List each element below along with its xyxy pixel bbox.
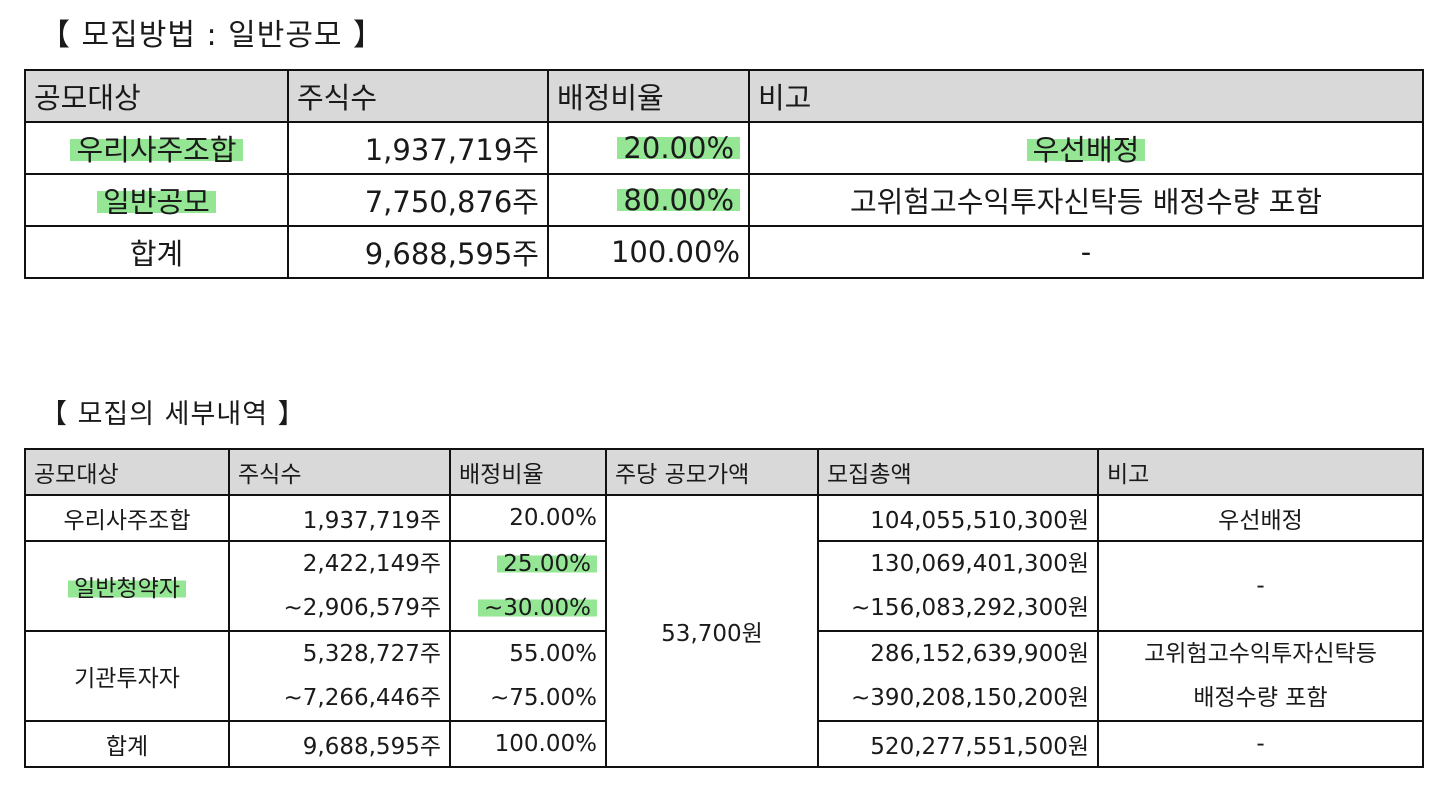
note-line-2: 배정수량 포함 bbox=[1193, 685, 1328, 711]
shares-max: ~2,906,579주 bbox=[283, 595, 442, 621]
shares-cell: 1,937,719주 bbox=[287, 121, 549, 175]
note-cell: 고위험고수익투자신탁등 배정수량 포함 bbox=[748, 173, 1424, 227]
ratio-max: ~75.00% bbox=[490, 685, 597, 711]
total-cell: 286,152,639,900원 ~390,208,150,200원 bbox=[817, 630, 1099, 722]
header-note: 비고 bbox=[748, 69, 1424, 123]
header-shares: 주식수 bbox=[228, 448, 451, 496]
shares-max: ~7,266,446주 bbox=[283, 685, 442, 711]
shares-cell: 9,688,595주 bbox=[287, 225, 549, 279]
shares-cell: 1,937,719주 bbox=[228, 494, 451, 542]
target-cell: 합계 bbox=[24, 720, 230, 768]
table-row: 합계 9,688,595주 100.00% - bbox=[24, 225, 1424, 279]
target-cell: 합계 bbox=[24, 225, 289, 279]
header-target: 공모대상 bbox=[24, 448, 230, 496]
target-cell: 일반청약자 bbox=[68, 576, 186, 602]
note-cell: - bbox=[1097, 720, 1424, 768]
header-target: 공모대상 bbox=[24, 69, 289, 123]
table-row: 기관투자자 5,328,727주 ~7,266,446주 55.00% ~75.… bbox=[24, 630, 1424, 722]
header-ratio: 배정비율 bbox=[449, 448, 607, 496]
total-max: ~156,083,292,300원 bbox=[851, 595, 1089, 621]
header-ratio: 배정비율 bbox=[547, 69, 750, 123]
shares-cell: 5,328,727주 ~7,266,446주 bbox=[228, 630, 451, 722]
ratio-min: 55.00% bbox=[509, 641, 597, 667]
total-max: ~390,208,150,200원 bbox=[851, 685, 1089, 711]
target-cell: 우리사주조합 bbox=[70, 133, 243, 167]
total-cell: 130,069,401,300원 ~156,083,292,300원 bbox=[817, 540, 1099, 632]
total-cell: 520,277,551,500원 bbox=[817, 720, 1099, 768]
section-heading-recruitment-details: 【 모집의 세부내역 】 bbox=[40, 399, 306, 430]
ratio-max: ~30.00% bbox=[478, 595, 597, 621]
target-cell: 기관투자자 bbox=[24, 630, 230, 722]
target-cell: 일반공모 bbox=[97, 185, 216, 219]
shares-cell: 2,422,149주 ~2,906,579주 bbox=[228, 540, 451, 632]
recruitment-details-table: 공모대상 주식수 배정비율 주당 공모가액 모집총액 비고 우리사주조합 1,9… bbox=[24, 448, 1424, 768]
ratio-cell: 20.00% bbox=[617, 131, 740, 165]
table-header-row: 공모대상 주식수 배정비율 비고 bbox=[24, 69, 1424, 123]
table-row: 우리사주조합 1,937,719주 20.00% 53,700원 104,055… bbox=[24, 494, 1424, 768]
table-row: 일반공모 7,750,876주 80.00% 고위험고수익투자신탁등 배정수량 … bbox=[24, 173, 1424, 227]
note-cell: 우선배정 bbox=[1097, 494, 1424, 542]
header-note: 비고 bbox=[1097, 448, 1424, 496]
total-min: 286,152,639,900원 bbox=[870, 641, 1089, 667]
price-per-share-cell: 53,700원 bbox=[605, 494, 819, 768]
header-price: 주당 공모가액 bbox=[605, 448, 819, 496]
table-row: 일반청약자 2,422,149주 ~2,906,579주 25.00% ~30.… bbox=[24, 540, 1424, 632]
header-shares: 주식수 bbox=[287, 69, 549, 123]
ratio-cell: 55.00% ~75.00% bbox=[449, 630, 607, 722]
note-cell: 고위험고수익투자신탁등 배정수량 포함 bbox=[1097, 630, 1424, 722]
total-min: 130,069,401,300원 bbox=[870, 551, 1089, 577]
recruitment-method-table: 공모대상 주식수 배정비율 비고 우리사주조합 1,937,719주 20.00… bbox=[24, 69, 1424, 279]
note-cell: 우선배정 bbox=[1026, 133, 1146, 167]
shares-min: 2,422,149주 bbox=[302, 551, 441, 577]
ratio-cell: 100.00% bbox=[449, 720, 607, 768]
note-cell: - bbox=[1097, 540, 1424, 632]
header-total: 모집총액 bbox=[817, 448, 1099, 496]
ratio-cell: 100.00% bbox=[547, 225, 750, 279]
table-row: 합계 9,688,595주 100.00% 520,277,551,500원 - bbox=[24, 720, 1424, 768]
table-row: 우리사주조합 1,937,719주 20.00% 우선배정 bbox=[24, 121, 1424, 175]
note-cell: - bbox=[748, 225, 1424, 279]
ratio-cell: 20.00% bbox=[449, 494, 607, 542]
ratio-min: 25.00% bbox=[497, 551, 597, 577]
section-heading-recruitment-method: 【 모집방법 : 일반공모 】 bbox=[40, 18, 385, 53]
shares-cell: 9,688,595주 bbox=[228, 720, 451, 768]
ratio-cell: 25.00% ~30.00% bbox=[449, 540, 607, 632]
shares-min: 5,328,727주 bbox=[302, 641, 441, 667]
ratio-cell: 80.00% bbox=[617, 183, 740, 217]
note-line-1: 고위험고수익투자신탁등 bbox=[1144, 641, 1377, 667]
target-cell: 우리사주조합 bbox=[24, 494, 230, 542]
shares-cell: 7,750,876주 bbox=[287, 173, 549, 227]
table-header-row: 공모대상 주식수 배정비율 주당 공모가액 모집총액 비고 bbox=[24, 448, 1424, 496]
total-cell: 104,055,510,300원 bbox=[817, 494, 1099, 542]
